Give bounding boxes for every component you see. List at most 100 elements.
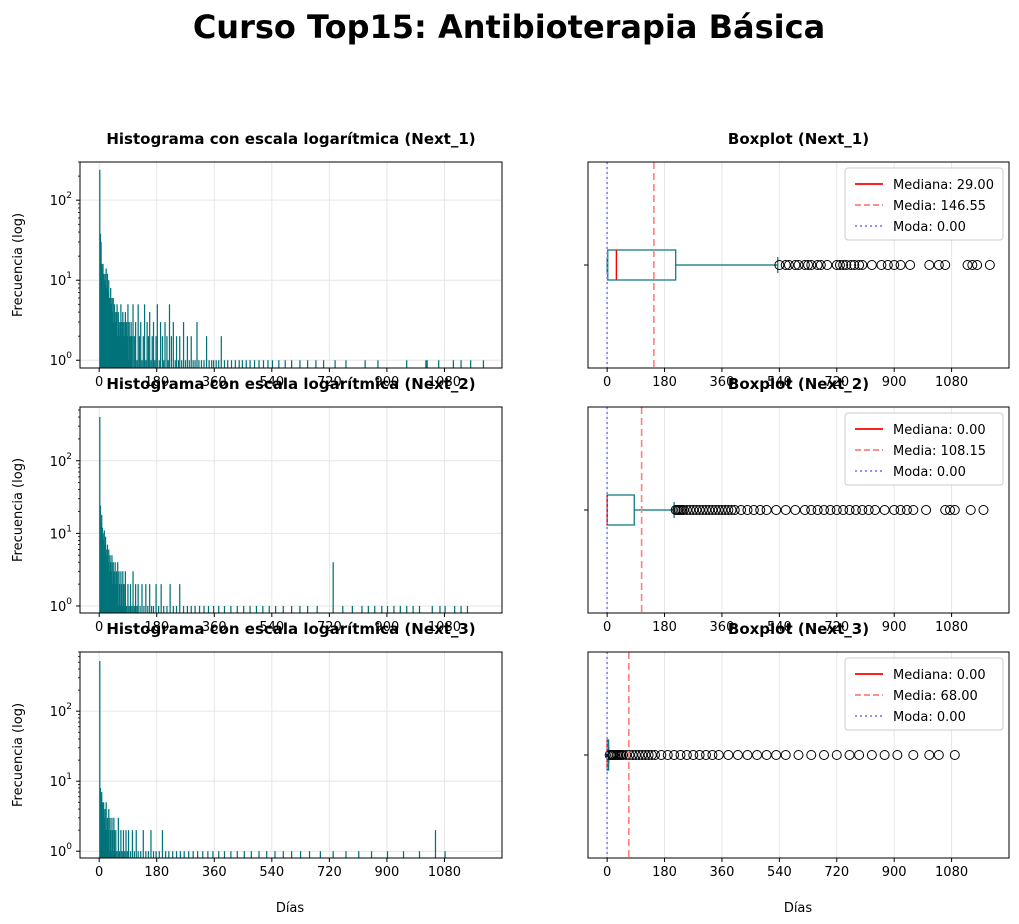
histogram-bar xyxy=(127,304,129,368)
outlier-point xyxy=(742,505,753,515)
histogram-bar xyxy=(250,851,252,858)
histogram-bar xyxy=(99,787,102,858)
histogram-bar xyxy=(127,830,130,858)
outlier-point xyxy=(656,750,667,760)
histogram-bar xyxy=(108,297,111,368)
histogram-bar xyxy=(122,336,125,368)
outlier-point xyxy=(866,750,877,760)
histogram-bar xyxy=(119,605,121,613)
outlier-point xyxy=(630,750,641,760)
histogram-bar xyxy=(181,360,183,368)
outlier-point xyxy=(681,505,692,515)
y-tick-exponent: 1 xyxy=(66,524,72,534)
outlier-point xyxy=(806,750,817,760)
histogram-bar xyxy=(218,851,220,858)
outlier-point xyxy=(825,505,836,515)
y-tick-label: 100 xyxy=(50,842,73,860)
plot-frame xyxy=(79,651,503,859)
outlier-point xyxy=(940,260,951,270)
outlier-point xyxy=(850,505,861,515)
outlier-point xyxy=(879,505,890,515)
x-tick-label: 540 xyxy=(259,375,284,390)
histogram-bar xyxy=(134,584,137,613)
legend-frame xyxy=(844,412,1004,486)
histogram-bar xyxy=(342,605,344,613)
outlier-point xyxy=(729,505,740,515)
outlier-point xyxy=(866,260,877,270)
histogram-bar xyxy=(127,360,130,368)
histogram-bar xyxy=(105,549,107,613)
histogram-bar xyxy=(101,792,103,858)
plot-frame xyxy=(587,651,1010,859)
histogram-bar xyxy=(215,360,217,368)
histogram-bar xyxy=(124,584,126,613)
histogram-bar xyxy=(110,851,112,858)
x-tick-label: 0 xyxy=(603,375,611,390)
histogram-bar xyxy=(138,336,141,368)
histogram-bar xyxy=(129,336,131,368)
histogram-bar xyxy=(126,851,128,858)
outlier-point xyxy=(844,505,855,515)
histogram-bar xyxy=(132,571,134,613)
histogram-bar xyxy=(136,360,138,368)
x-tick-label: 900 xyxy=(882,865,907,880)
histogram-bar xyxy=(111,297,113,368)
outlier-point xyxy=(780,750,791,760)
outlier-point xyxy=(892,750,903,760)
outlier-point xyxy=(707,750,718,760)
outlier-point xyxy=(870,505,881,515)
histogram-bar xyxy=(438,360,440,368)
y-tick-exponent: 2 xyxy=(66,452,72,462)
legend-label: Moda: 0.00 xyxy=(893,220,966,235)
y-tick-label: 100 xyxy=(50,351,73,369)
outlier-point xyxy=(924,260,935,270)
histogram-bar xyxy=(122,830,125,858)
histogram-bar xyxy=(172,605,174,613)
histogram-bar xyxy=(186,605,189,613)
outlier-point xyxy=(643,750,654,760)
histogram-bar xyxy=(402,851,405,858)
outlier-point xyxy=(895,505,906,515)
histogram-bar xyxy=(426,360,428,368)
outlier-point xyxy=(736,505,747,515)
outlier-point xyxy=(771,750,782,760)
histogram-bar xyxy=(99,169,101,368)
x-tick-label: 720 xyxy=(317,375,342,390)
histogram-bar xyxy=(135,830,137,858)
histogram-bar xyxy=(103,802,105,858)
histogram-bar xyxy=(124,851,126,858)
histogram-bar xyxy=(104,283,107,368)
histogram-bar xyxy=(131,605,133,613)
histogram-bar xyxy=(223,360,226,368)
histogram-bar xyxy=(194,360,196,368)
histogram-bar xyxy=(243,605,245,613)
outlier-point xyxy=(685,505,696,515)
x-tick-label: 180 xyxy=(652,865,677,880)
x-axis-label-left: Días xyxy=(276,901,305,916)
histogram-bar xyxy=(175,336,178,368)
histogram-bar xyxy=(444,605,446,613)
histogram-bar xyxy=(115,584,117,613)
outlier-point xyxy=(822,260,833,270)
histogram-bar xyxy=(126,322,128,368)
histogram-bar xyxy=(140,851,142,858)
histogram-bar xyxy=(103,280,105,368)
histogram-bar xyxy=(223,605,226,613)
histogram-bar xyxy=(361,605,363,613)
histogram-bar xyxy=(202,851,204,858)
histogram-bar xyxy=(163,605,165,613)
histogram-bar xyxy=(108,571,111,613)
histogram-bar xyxy=(117,312,119,368)
figure-title: Curso Top15: Antibioterapia Básica xyxy=(193,8,825,46)
legend-label: Mediana: 29.00 xyxy=(893,178,994,193)
outlier-point xyxy=(640,750,651,760)
histogram-bar xyxy=(113,304,116,368)
histogram-bar xyxy=(120,830,122,858)
histogram-bar xyxy=(381,605,383,613)
histogram-bar xyxy=(145,360,147,368)
outlier-point xyxy=(707,505,718,515)
histogram-bar xyxy=(137,851,139,858)
histogram-bar xyxy=(137,584,139,613)
histogram-bar xyxy=(104,544,106,613)
boxplot-panel: 0 180 360 540 720 900 1080 Mediana: 0.00 Media: … xyxy=(584,620,1010,880)
